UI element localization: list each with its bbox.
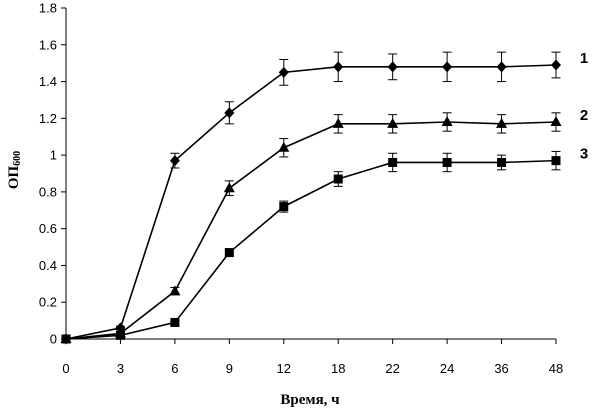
x-tick-label: 24	[440, 361, 454, 376]
x-tick-label: 0	[62, 361, 69, 376]
y-tick-label: 0.6	[39, 221, 57, 236]
y-tick-label: 1.4	[39, 74, 57, 89]
x-tick-label: 12	[277, 361, 291, 376]
data-point-triangle	[496, 117, 508, 128]
data-point-diamond	[496, 61, 507, 73]
y-tick-label: 1.6	[39, 37, 57, 52]
series-label: 1	[580, 50, 588, 67]
data-point-square	[115, 330, 125, 340]
y-axis-label-sub: 600	[12, 151, 23, 166]
y-tick-label: 1.2	[39, 111, 57, 126]
x-tick-label: 48	[549, 361, 563, 376]
y-tick-label: 0.8	[39, 184, 57, 199]
data-point-square	[170, 317, 180, 327]
data-point-triangle	[387, 117, 399, 128]
series-1: 1	[61, 50, 588, 345]
data-point-square	[61, 334, 71, 344]
series-line	[65, 159, 557, 340]
data-point-diamond	[442, 61, 453, 73]
series-2: 2	[60, 107, 588, 343]
y-tick-label: 1	[50, 148, 57, 163]
y-tick-label: 0	[50, 332, 57, 347]
data-point-diamond	[387, 61, 398, 73]
data-point-square	[224, 248, 234, 258]
data-point-diamond	[278, 66, 289, 78]
svg-text:ОП600: ОП600	[6, 151, 23, 189]
y-axis-label-main: ОП	[6, 166, 22, 190]
y-tick-label: 0.2	[39, 295, 57, 310]
x-tick-label: 18	[331, 361, 345, 376]
x-tick-label: 6	[171, 361, 178, 376]
data-point-diamond	[224, 107, 235, 119]
data-point-square	[279, 202, 289, 212]
y-axis-label: ОП600	[6, 151, 23, 189]
x-tick-label: 36	[494, 361, 508, 376]
data-point-square	[497, 157, 507, 167]
data-point-square	[442, 157, 452, 167]
data-point-triangle	[278, 141, 290, 152]
series-line	[65, 121, 557, 340]
x-tick-label: 22	[385, 361, 399, 376]
series-3: 3	[61, 146, 588, 344]
series-layer: 1 2 3	[60, 50, 588, 345]
axes: 00.20.40.60.811.21.41.61.80 3 6 9 12 18 22 24 36…	[39, 1, 563, 377]
data-point-triangle	[332, 117, 344, 128]
series-line	[65, 64, 557, 340]
series-label: 3	[580, 146, 588, 163]
x-axis-label: Время, ч	[280, 392, 340, 408]
x-tick-label: 9	[226, 361, 233, 376]
data-point-triangle	[169, 285, 181, 296]
data-point-diamond	[333, 61, 344, 73]
series-label: 2	[580, 107, 588, 124]
y-tick-label: 1.8	[39, 1, 57, 16]
data-point-diamond	[551, 59, 561, 71]
y-tick-label: 0.4	[39, 258, 57, 273]
data-point-square	[551, 156, 561, 166]
data-point-square	[388, 157, 398, 167]
data-point-triangle	[223, 182, 235, 193]
x-tick-label: 3	[117, 361, 124, 376]
data-point-triangle	[441, 116, 453, 127]
data-point-diamond	[169, 155, 180, 167]
data-point-square	[333, 174, 343, 184]
data-point-triangle	[550, 116, 562, 127]
